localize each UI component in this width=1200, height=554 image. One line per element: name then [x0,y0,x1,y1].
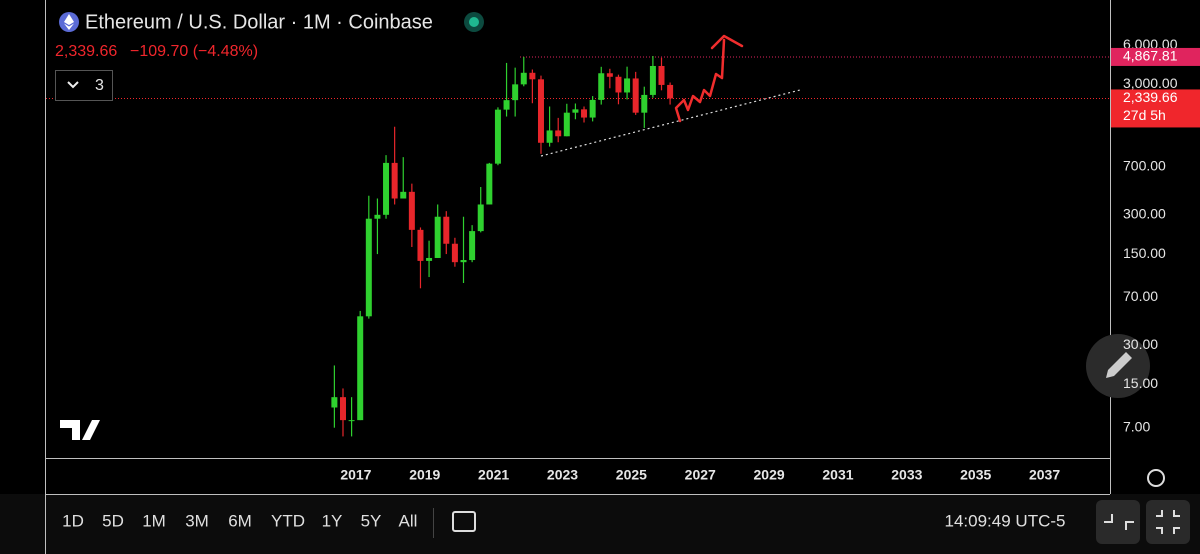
candle-body [434,216,441,258]
candle-body [383,162,390,215]
y-tick-label: 150.00 [1123,245,1166,261]
interval-button[interactable]: 3M [185,511,209,530]
candle-body [589,99,596,118]
candle-body [624,78,631,93]
candle-body [546,130,553,143]
candle-body [581,109,588,118]
candle-body [348,420,355,422]
candle-body [529,72,536,80]
interval-button[interactable]: 1Y [322,511,343,530]
interval-button[interactable]: 5D [102,511,124,530]
y-tick-label: 30.00 [1123,336,1158,352]
x-tick-label: 2025 [616,467,647,483]
y-tick-label: 6,000.00 [1123,36,1178,52]
settings-icon[interactable] [1147,469,1165,487]
candle-body [408,191,415,230]
candle-body [520,72,527,85]
candle-body [555,130,562,137]
drawn-arrow [674,34,744,123]
candle-body [606,73,613,77]
clock: 14:09:49 UTC-5 [945,511,1066,530]
tv-logo [60,420,100,440]
interval-button[interactable]: YTD [271,511,305,530]
interval-button[interactable]: 5Y [361,511,382,530]
y-tick-label: 700.00 [1123,158,1166,174]
candle-body [477,204,484,232]
candle-body [641,94,648,113]
price-tag [1111,89,1200,128]
interval-button[interactable]: 1D [62,511,84,530]
fullscreen-icon [1156,510,1180,534]
candle-body [331,397,338,408]
x-tick-label: 2033 [891,467,922,483]
candle-body [563,112,570,137]
candle-body [451,243,458,263]
price-tag [1111,47,1200,66]
candle-body [494,109,501,164]
x-tick-label: 2017 [340,467,371,483]
x-tick-label: 2019 [409,467,440,483]
candle-body [374,214,381,219]
price-tag-label: 2,339.66 [1123,89,1178,105]
countdown: 27d 5h [1123,107,1166,123]
interval-button[interactable]: 6M [228,511,252,530]
candle-body [503,100,510,110]
y-tick-label: 7.00 [1123,418,1150,434]
candle-body [365,218,372,317]
candle-body [649,65,656,95]
pencil-icon [1106,352,1132,378]
candle-body [512,84,519,101]
eth-glyph [64,14,74,30]
price-change: −109.70 (−4.48%) [130,43,258,60]
indicators-button[interactable] [55,70,113,101]
candle-body [400,191,407,199]
x-tick-label: 2037 [1029,467,1060,483]
x-tick-label: 2023 [547,467,578,483]
collapse-button[interactable] [1096,500,1140,544]
y-tick-label: 15.00 [1123,375,1158,391]
interval-button[interactable]: All [399,511,418,530]
price-tag-label: 4,867.81 [1123,48,1178,64]
candle-body [460,260,467,263]
x-tick-label: 2029 [754,467,785,483]
candle-body [426,257,433,261]
x-tick-label: 2027 [685,467,716,483]
interval-button[interactable]: 1M [142,511,166,530]
candle-body [443,216,450,244]
plot [46,55,1110,437]
y-tick-label: 70.00 [1123,288,1158,304]
candle-body [572,109,579,113]
candle-body [598,73,605,100]
candle-body [486,163,493,205]
x-tick-label: 2021 [478,467,509,483]
candle-body [667,84,674,99]
toolbar-bg [0,494,1200,554]
candle-body [632,78,639,113]
candle-body [357,316,364,421]
candle-body [417,229,424,261]
x-tick-label: 2035 [960,467,991,483]
candle-body [658,65,665,85]
status-dot [469,17,479,27]
fullscreen-button[interactable] [1146,500,1190,544]
collapse-icon [1104,514,1134,530]
symbol-title: Ethereum / U.S. Dollar · 1M · Coinbase [85,11,433,33]
chevron [67,81,79,89]
candle-body [469,231,476,261]
candle-body [339,397,346,421]
last-price: 2,339.66 [55,43,117,60]
x-tick-label: 2031 [822,467,853,483]
y-tick-label: 3,000.00 [1123,75,1178,91]
candle-body [615,76,622,93]
y-tick-label: 300.00 [1123,206,1166,222]
date-range-icon[interactable] [452,511,476,532]
indicator-count: 3 [95,77,104,94]
candle-body [537,79,544,143]
candle-body [391,162,398,199]
